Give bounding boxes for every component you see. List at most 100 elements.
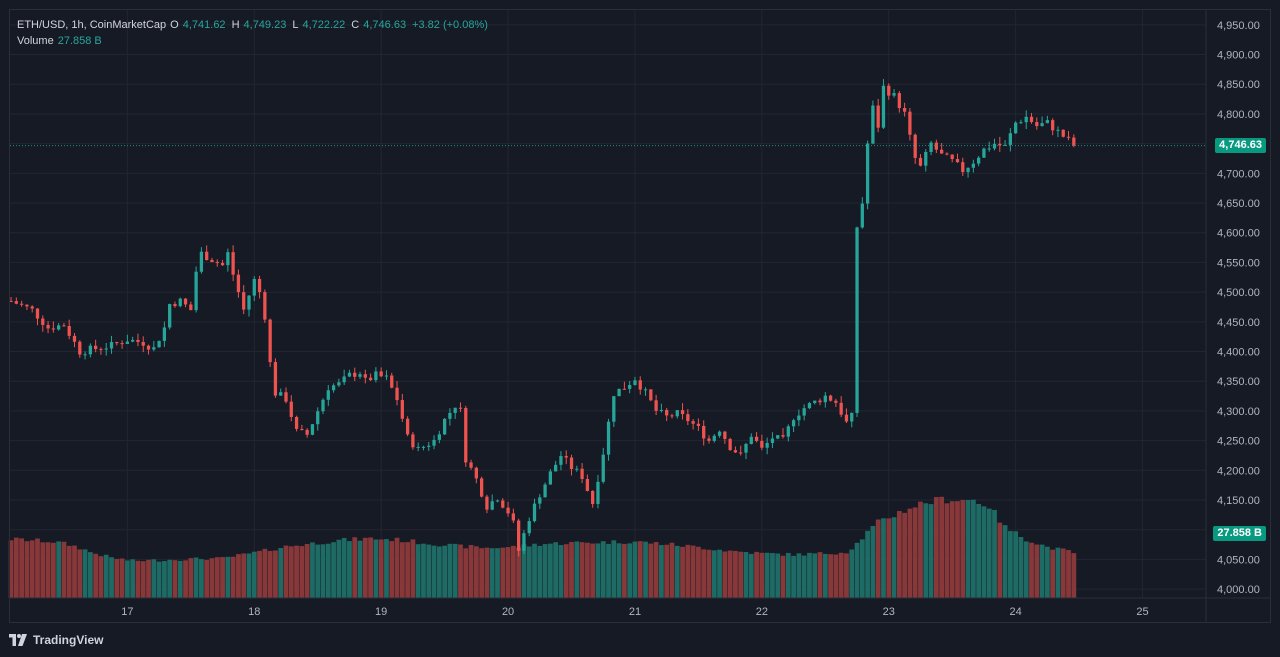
candle-body — [215, 262, 219, 264]
candle-body — [495, 500, 500, 502]
candle-body — [522, 533, 526, 551]
volume-bar — [40, 542, 46, 598]
candle-body — [807, 403, 812, 409]
candle-body — [9, 301, 13, 303]
candle-body — [881, 85, 886, 128]
volume-bar — [659, 545, 664, 598]
volume-bar — [886, 518, 892, 598]
volume-bar — [733, 550, 738, 598]
volume-bar — [140, 561, 146, 598]
candle-body — [977, 157, 981, 164]
candle-body — [62, 325, 66, 327]
volume-bar — [273, 550, 278, 598]
volume-bar — [421, 543, 426, 598]
volume-bar — [109, 557, 114, 598]
candle-body — [675, 410, 679, 417]
volume-bar — [1007, 531, 1013, 598]
candle-body — [892, 93, 896, 96]
candle-body — [987, 148, 991, 150]
volume-bar — [294, 545, 299, 598]
candle-body — [622, 388, 627, 390]
candle-body — [501, 500, 505, 508]
y-tick-label: 4,200.00 — [1217, 465, 1260, 477]
low-value: 4,722.22 — [302, 19, 346, 31]
volume-bar — [875, 519, 881, 598]
volume-bar — [341, 537, 347, 598]
volume-bar — [759, 552, 765, 598]
candle-body — [411, 434, 415, 448]
volume-bar — [510, 545, 516, 598]
candle-body — [384, 375, 389, 377]
volume-bar — [865, 530, 870, 598]
candle-body — [448, 412, 452, 419]
candle-body — [1045, 120, 1050, 124]
last-price-tag: 4,746.63 — [1215, 138, 1266, 154]
volume-bar — [93, 553, 99, 598]
volume-bar — [495, 548, 500, 598]
volume-bar — [822, 553, 828, 598]
candle-body — [950, 154, 954, 160]
candle-body — [368, 377, 373, 381]
volume-bar — [484, 547, 490, 598]
volume-bar — [949, 501, 955, 598]
high-label: H — [231, 19, 240, 31]
volume-bar — [320, 544, 326, 598]
volume-bar — [8, 540, 14, 598]
symbol-label[interactable]: ETH/USD, 1h, CoinMarketCap — [17, 19, 167, 31]
volume-bar — [304, 544, 310, 598]
candle-body — [469, 462, 473, 468]
volume-bar — [632, 541, 638, 598]
candle-body — [220, 262, 225, 266]
volume-bar — [1029, 542, 1034, 598]
candle-body — [929, 142, 933, 152]
candle-body — [168, 304, 172, 328]
candle-body — [442, 418, 447, 435]
volume-bar — [791, 555, 796, 598]
volume-bar — [553, 542, 559, 598]
volume-bar — [214, 557, 220, 598]
candle-body — [554, 464, 558, 472]
volume-bar — [738, 551, 744, 598]
last-volume-tag: 27.858 B — [1213, 526, 1266, 542]
volume-bar — [209, 558, 215, 598]
candle-body — [992, 143, 997, 149]
candle-body — [702, 425, 706, 439]
candle-body — [596, 481, 600, 504]
volume-bar — [854, 542, 860, 598]
candle-body — [67, 326, 71, 336]
volume-bar — [912, 507, 918, 598]
volume-bar — [516, 547, 522, 598]
volume-bar — [1018, 536, 1024, 598]
volume-label[interactable]: Volume — [17, 35, 54, 47]
volume-bar — [780, 555, 786, 598]
volume-bar — [981, 506, 987, 598]
volume-bar — [939, 496, 945, 598]
candle-body — [416, 446, 420, 448]
volume-bar — [315, 544, 321, 598]
volume-bar — [378, 539, 384, 598]
volume-bar — [130, 559, 136, 598]
candle-body — [834, 400, 838, 403]
volume-bar — [45, 542, 51, 598]
volume-bar — [764, 552, 770, 598]
volume-bar — [585, 542, 590, 598]
candle-body — [479, 478, 484, 497]
volume-bar — [801, 555, 807, 598]
volume-bar — [1071, 553, 1077, 598]
candle-body — [1024, 116, 1028, 123]
volume-bar — [87, 552, 93, 598]
candle-body — [559, 456, 563, 465]
candle-body — [739, 452, 743, 454]
volume-bar — [970, 499, 976, 598]
volume-bar — [923, 503, 929, 598]
candle-body — [612, 396, 616, 422]
tradingview-footer[interactable]: TradingView — [9, 631, 103, 649]
candle-body — [865, 143, 870, 204]
volume-bar — [643, 541, 648, 598]
volume-bar — [992, 509, 997, 598]
volume-bar — [960, 499, 966, 598]
candle-body — [321, 399, 325, 412]
volume-bar — [627, 543, 633, 598]
volume-bar — [817, 552, 823, 598]
